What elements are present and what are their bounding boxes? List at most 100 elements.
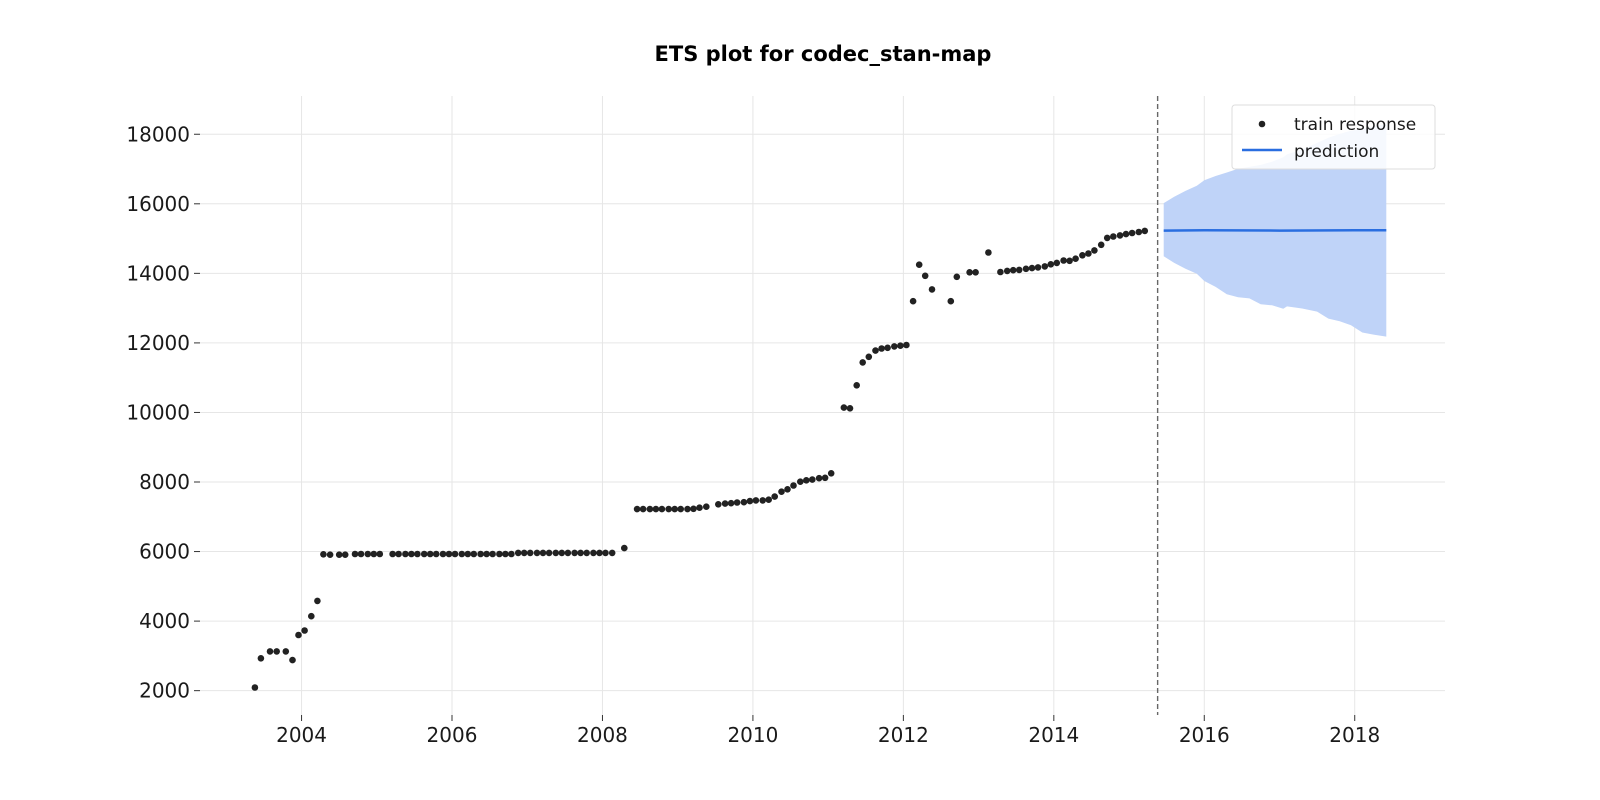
- train-point: [997, 268, 1004, 276]
- train-point: [308, 612, 315, 620]
- x-tick-label: 2008: [577, 723, 628, 747]
- train-point: [784, 486, 791, 493]
- train-point: [602, 549, 609, 557]
- train-response-points: [251, 227, 1149, 691]
- train-point: [608, 549, 616, 557]
- train-point: [351, 550, 359, 558]
- train-point: [370, 550, 378, 558]
- train-point: [966, 269, 973, 276]
- y-tick-label: 18000: [126, 122, 190, 146]
- train-point: [571, 549, 578, 557]
- y-tick-label: 16000: [126, 192, 190, 216]
- y-tick-label: 8000: [139, 470, 190, 494]
- train-point: [953, 273, 961, 281]
- train-point: [251, 684, 259, 691]
- train-point: [326, 551, 334, 558]
- train-point: [470, 550, 478, 558]
- train-point: [684, 505, 691, 513]
- train-point: [1116, 232, 1124, 239]
- train-point: [266, 648, 274, 655]
- train-point: [790, 482, 797, 489]
- train-point: [809, 476, 816, 483]
- train-point: [891, 343, 898, 350]
- train-point: [1047, 261, 1055, 268]
- train-point: [677, 505, 684, 513]
- train-point: [778, 488, 785, 496]
- train-point: [514, 549, 522, 557]
- train-point: [1015, 266, 1023, 274]
- train-point: [558, 549, 566, 557]
- x-tick-label: 2006: [427, 723, 478, 747]
- legend-train-marker: [1258, 120, 1266, 128]
- train-point: [458, 550, 466, 558]
- train-point: [972, 269, 979, 276]
- train-point: [1028, 264, 1036, 272]
- train-point: [477, 550, 484, 558]
- train-point: [335, 551, 343, 558]
- train-point: [341, 551, 349, 558]
- train-point: [414, 550, 421, 558]
- train-point: [577, 549, 584, 557]
- x-tick-label: 2010: [727, 723, 778, 747]
- train-point: [903, 341, 910, 349]
- train-point: [420, 550, 428, 558]
- x-tick-label: 2004: [276, 723, 327, 747]
- train-point: [1079, 252, 1086, 259]
- y-tick-label: 6000: [139, 540, 190, 564]
- train-point: [652, 505, 660, 513]
- train-point: [1041, 263, 1049, 270]
- train-point: [389, 550, 396, 558]
- train-point: [865, 353, 873, 361]
- train-point: [740, 498, 748, 506]
- train-point: [451, 550, 459, 558]
- train-point: [921, 272, 929, 280]
- train-point: [721, 500, 729, 507]
- x-tick-label: 2018: [1329, 723, 1380, 747]
- train-point: [765, 496, 772, 504]
- y-tick-label: 14000: [126, 261, 190, 285]
- train-point: [408, 550, 415, 558]
- train-point: [846, 405, 854, 412]
- train-point: [402, 550, 409, 558]
- train-point: [552, 549, 560, 557]
- train-point: [508, 550, 515, 558]
- train-point: [489, 550, 496, 558]
- train-point: [301, 627, 308, 634]
- train-point: [646, 505, 654, 513]
- train-point: [596, 549, 603, 557]
- train-point: [502, 550, 509, 558]
- train-point: [1060, 257, 1067, 264]
- train-point: [1009, 266, 1017, 274]
- train-point: [633, 505, 641, 513]
- train-point: [746, 497, 754, 505]
- train-point: [827, 470, 835, 477]
- train-point: [1128, 229, 1136, 237]
- train-point: [1091, 247, 1098, 254]
- train-point: [545, 549, 553, 557]
- train-point: [426, 550, 434, 558]
- train-point: [257, 655, 265, 662]
- y-tick-label: 10000: [126, 400, 190, 424]
- train-point: [715, 501, 722, 508]
- train-point: [797, 478, 804, 486]
- train-point: [815, 474, 823, 482]
- train-point: [947, 297, 955, 305]
- train-point: [1003, 267, 1011, 275]
- train-point: [639, 505, 647, 513]
- train-point: [928, 286, 936, 293]
- y-tick-label: 2000: [139, 679, 190, 703]
- train-point: [1103, 234, 1111, 242]
- train-point: [464, 550, 472, 558]
- train-point: [483, 550, 490, 558]
- train-point: [1066, 257, 1073, 265]
- x-axis: 2004 2006 2008 2010 2012 2014 2016 2018: [276, 715, 1380, 747]
- train-point: [1135, 228, 1143, 236]
- train-point: [1097, 241, 1105, 249]
- train-point: [1110, 233, 1117, 240]
- x-tick-label: 2012: [878, 723, 929, 747]
- train-point: [915, 261, 923, 269]
- train-point: [1141, 227, 1149, 235]
- train-point: [665, 505, 672, 513]
- train-point: [1072, 255, 1079, 262]
- train-point: [771, 493, 778, 500]
